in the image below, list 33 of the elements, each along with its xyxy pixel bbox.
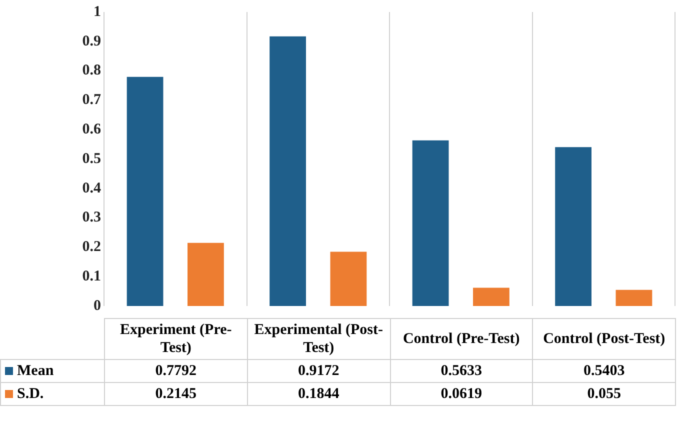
bar xyxy=(126,76,164,306)
data-label: 0.1844 xyxy=(247,382,390,406)
bar xyxy=(616,290,652,306)
y-tick-label: 0.5 xyxy=(82,150,101,167)
y-tick-label: 0.4 xyxy=(82,180,102,196)
bar xyxy=(473,288,510,306)
bar xyxy=(330,252,367,306)
y-tick-label: 0.7 xyxy=(82,92,102,108)
data-label: 0.9172 xyxy=(247,360,390,382)
bar xyxy=(188,242,224,306)
y-tick-label: 0.9 xyxy=(82,33,101,50)
y-tick-label: 0.3 xyxy=(82,210,101,226)
y-tick-label: 0 xyxy=(94,298,101,314)
bar xyxy=(555,147,592,306)
y-tick-label: 0.6 xyxy=(82,121,102,138)
data-label: 0.2145 xyxy=(104,382,248,406)
legend-label: Mean xyxy=(0,360,104,382)
bar xyxy=(412,140,449,306)
bar xyxy=(270,36,306,306)
x-tick-label: Control (Pre-Test) xyxy=(390,318,533,360)
data-label: 0.5633 xyxy=(390,360,533,382)
x-tick-label: Control (Post-Test) xyxy=(532,318,676,360)
x-tick-label: Experiment (Pre-Test) xyxy=(104,318,248,360)
y-tick-label: 0.1 xyxy=(82,268,101,284)
y-tick-label: 0.8 xyxy=(82,62,101,79)
y-tick-label: 1 xyxy=(94,4,101,20)
y-tick-label: 0.2 xyxy=(82,239,101,256)
legend-label: S.D. xyxy=(0,382,104,406)
data-label: 0.5403 xyxy=(532,360,676,382)
data-label: 0.0619 xyxy=(390,382,533,406)
data-label: 0.7792 xyxy=(104,360,248,382)
x-tick-label: Experimental (Post-Test) xyxy=(247,318,390,360)
data-label: 0.055 xyxy=(532,382,676,406)
